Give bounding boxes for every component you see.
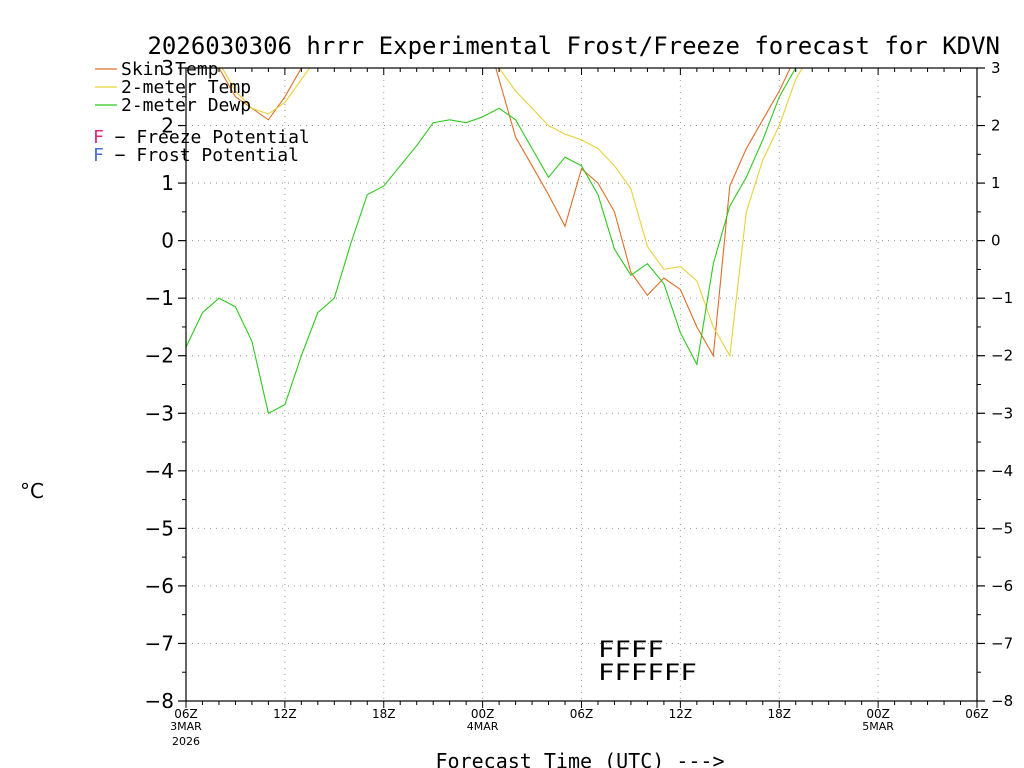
potential-legend-text: − Freeze Potential bbox=[104, 127, 310, 148]
potential-legend-text: − Frost Potential bbox=[104, 145, 299, 166]
x-tick-date-label: 3MAR bbox=[170, 720, 202, 733]
y-tick-label-right: 3 bbox=[991, 59, 1001, 77]
potential-legend-marker: F bbox=[93, 145, 104, 166]
plot-frame bbox=[185, 67, 978, 702]
x-tick-date-label: 4MAR bbox=[467, 720, 499, 733]
y-tick-label-right: 0 bbox=[991, 232, 1001, 250]
x-tick-label: 06Z bbox=[570, 707, 594, 721]
potential-legend-item: F − Frost Potential bbox=[93, 145, 299, 166]
x-tick-label: 18Z bbox=[372, 707, 396, 721]
series-lines bbox=[186, 68, 803, 415]
x-tick-year-label: 2026 bbox=[172, 735, 200, 748]
legend-label: Skin Temp bbox=[121, 59, 219, 80]
series-line-2 bbox=[186, 68, 797, 415]
y-tick-label-right: −5 bbox=[991, 519, 1013, 537]
x-tick-date-label: 5MAR bbox=[862, 720, 894, 733]
x-tick-label: 12Z bbox=[669, 707, 693, 721]
grid bbox=[186, 68, 977, 701]
y-axis-left: 3 2 1 0 −1 −2 −3 −4 −5 −6 −7 −8 bbox=[145, 56, 186, 713]
y-tick-label-right: −4 bbox=[991, 462, 1013, 480]
x-axis-label: Forecast Time (UTC) ---> bbox=[436, 749, 725, 768]
potential-legend-item: F − Freeze Potential bbox=[93, 127, 310, 148]
chart-title: 2026030306 hrrr Experimental Frost/Freez… bbox=[147, 32, 1000, 60]
x-tick-label: 06Z bbox=[174, 707, 198, 721]
y-tick-label-right: 1 bbox=[991, 174, 1001, 192]
y-tick-label-left: −4 bbox=[145, 459, 174, 483]
legend-label: 2-meter Dewp bbox=[121, 95, 251, 116]
legend-label: 2-meter Temp bbox=[121, 77, 251, 98]
y-tick-label-left: −2 bbox=[145, 344, 174, 368]
y-tick-label-left: −1 bbox=[145, 286, 174, 310]
y-tick-label-left: −8 bbox=[145, 689, 174, 713]
y-tick-label-left: 1 bbox=[161, 171, 174, 195]
y-tick-label-right: −8 bbox=[991, 692, 1013, 710]
y-tick-label-right: −3 bbox=[991, 404, 1013, 422]
freeze-potential-marks: FFFFFF bbox=[598, 661, 697, 686]
y-tick-label-right: 2 bbox=[991, 117, 1001, 135]
y-axis-label: °C bbox=[20, 479, 44, 503]
x-tick-label: 00Z bbox=[866, 707, 890, 721]
y-tick-label-left: 0 bbox=[161, 229, 174, 253]
x-tick-label: 18Z bbox=[768, 707, 792, 721]
y-tick-label-right: −1 bbox=[991, 289, 1013, 307]
y-tick-label-left: −6 bbox=[145, 574, 174, 598]
frost-potential-marks: FFFF bbox=[598, 638, 664, 663]
y-tick-label-right: −6 bbox=[991, 577, 1013, 595]
y-tick-label-left: −5 bbox=[145, 516, 174, 540]
y-tick-label-left: 3 bbox=[161, 56, 174, 80]
series-line-0 bbox=[218, 68, 791, 358]
x-tick-label: 12Z bbox=[273, 707, 297, 721]
y-tick-label-left: 2 bbox=[161, 114, 174, 138]
y-axis-right: 3 2 1 0 −1 −2 −3 −4 −5 −6 −7 −8 bbox=[977, 59, 1013, 710]
x-tick-label: 06Z bbox=[965, 707, 989, 721]
series-line-1 bbox=[221, 68, 803, 358]
y-tick-label-right: −7 bbox=[991, 634, 1013, 652]
potential-legend-marker: F bbox=[93, 127, 104, 148]
y-tick-label-left: −3 bbox=[145, 401, 174, 425]
x-tick-label: 00Z bbox=[471, 707, 495, 721]
y-tick-label-left: −7 bbox=[145, 631, 174, 655]
y-tick-label-right: −2 bbox=[991, 347, 1013, 365]
